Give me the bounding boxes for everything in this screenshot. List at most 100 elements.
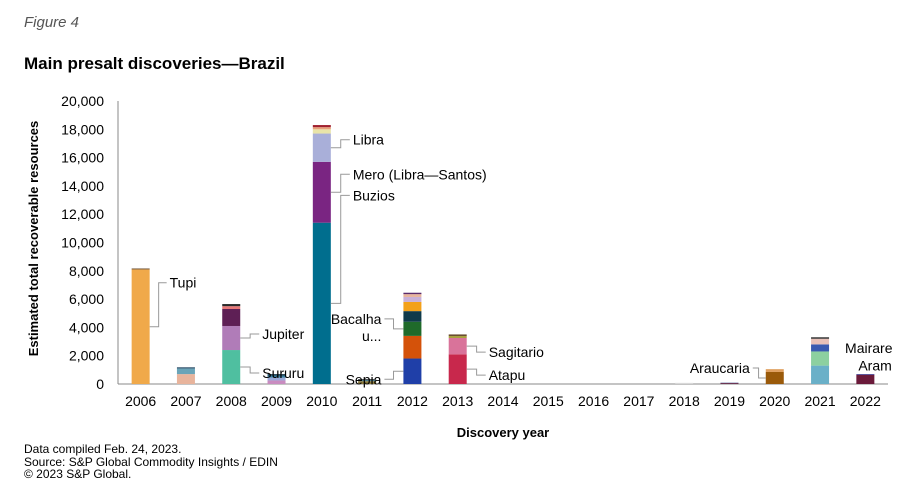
bar-segment-2011: [358, 379, 377, 382]
x-axis-title: Discovery year: [457, 425, 550, 440]
y-tick-label: 14,000: [61, 178, 104, 194]
x-tick-label: 2016: [578, 393, 609, 409]
bar-segment-2012: [403, 294, 422, 297]
bar-segment-2010: [312, 127, 331, 130]
y-tick-label: 16,000: [61, 150, 104, 166]
annotation-label: Araucaria: [690, 360, 750, 376]
annotation-leader: [330, 139, 350, 149]
bar-segment-2013-sagitario: [448, 338, 467, 355]
x-tick-label: 2009: [261, 393, 292, 409]
bar-segment-2021: [811, 351, 830, 366]
bar-segment-2006: [131, 268, 150, 270]
bar-segment-2008: [222, 304, 241, 307]
y-tick-label: 2,000: [69, 348, 104, 364]
annotation-label: Mero (Libra—Santos): [353, 166, 487, 182]
bar-segment-2021: [811, 337, 830, 339]
footer-date: Data compiled Feb. 24, 2023.: [24, 442, 182, 456]
y-tick-label: 8,000: [69, 263, 104, 279]
x-tick-label: 2019: [714, 393, 745, 409]
figure-label: Figure 4: [24, 14, 80, 31]
bar-segment-2009: [267, 377, 286, 381]
x-tick-label: 2014: [487, 393, 518, 409]
bar-segment-2019: [720, 382, 739, 384]
bar-segment-2011: [358, 379, 377, 380]
x-tick-label: 2022: [850, 393, 881, 409]
bar-segment-2009: [267, 380, 286, 384]
bar-segment-2010-mero-libra-santos-: [312, 161, 331, 223]
bar-segment-2006-tupi: [131, 269, 150, 384]
annotation-label: Atapu: [489, 367, 526, 383]
bar-segment-2010: [312, 125, 331, 128]
y-tick-label: 18,000: [61, 121, 104, 137]
x-tick-label: 2012: [397, 393, 428, 409]
annotation-leader: [240, 366, 260, 374]
x-tick-label: 2008: [216, 393, 247, 409]
bar-segment-2018: [675, 382, 694, 384]
chart-title: Main presalt discoveries—Brazil: [24, 54, 285, 73]
x-tick-label: 2010: [306, 393, 337, 409]
bar-segment-2013: [448, 334, 467, 336]
bar-segment-2008: [222, 306, 241, 310]
y-tick-label: 6,000: [69, 291, 104, 307]
footer-copyright: © 2023 S&P Global.: [24, 467, 132, 481]
bar-segment-2009: [267, 374, 286, 376]
annotation-leader: [466, 345, 486, 353]
annotation-leader: [752, 367, 766, 379]
annotation-leader: [384, 318, 404, 330]
y-tick-label: 4,000: [69, 319, 104, 335]
y-tick-label: 12,000: [61, 206, 104, 222]
x-tick-label: 2015: [533, 393, 564, 409]
bar-segment-2012-bacalhau: [403, 321, 422, 336]
bar-segment-2021: [811, 365, 830, 384]
annotation-leader: [149, 282, 167, 328]
annotation-label: Mairare: [845, 340, 893, 356]
bar-segment-2020-araucaria: [765, 371, 784, 384]
annotation-leader: [384, 370, 404, 380]
x-tick-label: 2013: [442, 393, 473, 409]
bar-segment-2007: [176, 368, 195, 375]
annotation-label: Sagitario: [489, 344, 544, 360]
annotation-label: Buzios: [353, 187, 395, 203]
y-tick-label: 20,000: [61, 93, 104, 109]
x-tick-label: 2017: [623, 393, 654, 409]
bar-segment-2013: [448, 335, 467, 339]
bar-segment-2020: [765, 369, 784, 372]
bar-segment-2010: [312, 129, 331, 134]
annotation-label: Tupi: [170, 275, 197, 291]
annotation-label: Jupiter: [262, 326, 304, 342]
y-tick-label: 10,000: [61, 235, 104, 251]
y-axis-title: Estimated total recoverable resources: [26, 121, 41, 357]
footer: Data compiled Feb. 24, 2023. Source: S&P…: [24, 443, 278, 481]
x-tick-label: 2011: [352, 393, 382, 409]
bar-segment-2012: [403, 311, 422, 322]
bar-segment-2012: [403, 335, 422, 359]
x-tick-label: 2007: [170, 393, 201, 409]
bar-segment-2008-jupiter: [222, 325, 241, 351]
bar-segment-2007: [176, 374, 195, 384]
bar-segment-2008: [222, 309, 241, 326]
bar-segment-2009: [267, 375, 286, 378]
x-tick-label: 2020: [759, 393, 790, 409]
annotation-leader: [240, 333, 260, 339]
bar-segment-2007: [176, 367, 195, 369]
bar-segment-2010-libra: [312, 133, 331, 162]
bar-segment-2011: [358, 381, 377, 384]
annotation-label: Bacalha u...: [331, 311, 382, 344]
bar-segment-2013-atapu: [448, 354, 467, 384]
presalt-discoveries-chart: 0 2,000 4,000 6,000 8,000 10,000 12,000 14,000 1…: [26, 93, 893, 440]
bar-segment-2021: [811, 338, 830, 345]
bar-segment-2012-sepia: [403, 358, 422, 384]
x-tick-label: 2018: [669, 393, 700, 409]
annotation-label: Sepia: [346, 371, 382, 387]
x-tick-label: 2021: [804, 393, 835, 409]
bar-segment-2019: [720, 383, 739, 384]
bar-segment-2010-buzios: [312, 222, 331, 384]
bar-segment-2008-sururu: [222, 350, 241, 384]
annotation-leader: [330, 194, 350, 304]
bar-segment-2021-mairare: [811, 344, 830, 352]
annotation-leader: [466, 368, 486, 376]
bar-segment-2012: [403, 301, 422, 312]
annotation-leader: [330, 173, 350, 193]
x-tick-label: 2006: [125, 393, 156, 409]
bar-segment-2012: [403, 292, 422, 295]
